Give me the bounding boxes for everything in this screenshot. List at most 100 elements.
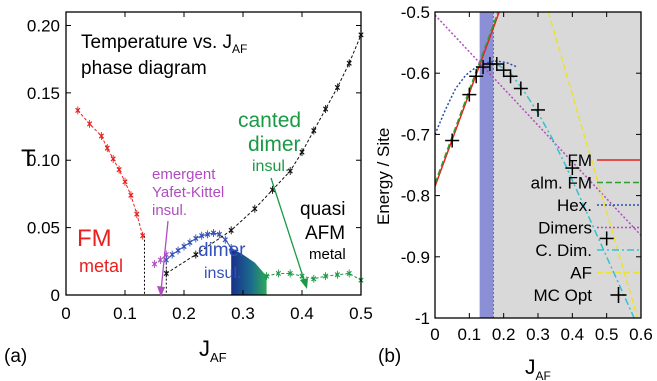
fm-point	[128, 191, 134, 200]
fm-series-line	[77, 110, 144, 236]
panel-b-x-tick-label: 0.5	[595, 325, 619, 344]
panel-b-x-tick-label: 0.4	[561, 325, 585, 344]
afm-label-3: metal	[309, 246, 346, 263]
yafet-label-2: Yafet-Kittel	[152, 184, 224, 201]
panel-a-y-tick-label: 0	[51, 286, 60, 305]
panel-b-x-tick-label: 0.6	[629, 325, 653, 344]
dimer-point	[181, 242, 187, 251]
fm-metal-label: metal	[79, 256, 123, 276]
legend-label: Hex.	[557, 196, 592, 215]
panel-a-y-axis-label: T	[21, 145, 36, 172]
afm-point	[163, 269, 169, 278]
afm-point	[252, 204, 258, 213]
legend-label: Dimers	[538, 219, 592, 238]
panel-a-phase-diagram: 0 0.1 0.2 0.3 0.4 0.5 0 0.05 0.10 0.15 0.20 Temper…	[4, 11, 373, 367]
mc-opt-point	[565, 161, 580, 176]
panel-a-frame	[65, 11, 362, 296]
afm-series-line	[166, 34, 362, 274]
legend-entry-hex: Hex.	[557, 196, 640, 215]
panel-b-y-tick-label: -1	[415, 309, 430, 328]
mc-opt-point	[462, 87, 477, 102]
panel-a-ticks: 0 0.1 0.2 0.3 0.4 0.5 0 0.05 0.10 0.15 0.20	[27, 12, 373, 323]
canted-point	[311, 274, 317, 283]
panel-b-energy: 0 0.1 0.2 0.3 0.4 0.5 0.6 -1 -0.9 -0.8 -0.7 -0.6 -0.…	[374, 3, 653, 381]
panel-b-y-tick-label: -0.5	[401, 3, 430, 22]
shaded-region	[493, 12, 641, 318]
panel-b-label: (b)	[378, 346, 401, 367]
mc-opt-point	[445, 133, 460, 148]
dimer-point	[222, 235, 228, 244]
panel-a-x-axis-label: JAF	[199, 336, 227, 365]
canted-series-line	[266, 272, 362, 281]
legend-entry-mc-opt: MC Opt	[533, 286, 627, 305]
afm-label-1: quasi	[300, 199, 345, 220]
yafet-point	[151, 260, 158, 269]
panel-b-y-tick-label: -0.8	[401, 187, 430, 206]
mc-opt-point	[503, 69, 518, 84]
mc-opt-point	[489, 57, 504, 72]
canted-label-3: insul.	[252, 158, 289, 175]
legend-entry-c-dim: C. Dim.	[535, 241, 640, 260]
fm-point	[75, 106, 81, 115]
panel-b-x-tick-label: 0.1	[458, 325, 482, 344]
yafet-label-3: insul.	[152, 202, 187, 219]
panel-a-x-tick-label: 0.4	[290, 304, 314, 323]
legend-label: FM	[567, 151, 592, 170]
afm-point	[311, 126, 317, 135]
fm-point	[86, 119, 93, 128]
mc-opt-point	[476, 60, 491, 75]
yafet-point	[157, 255, 164, 264]
dimer-point	[187, 238, 193, 247]
panel-b-x-axis-label: JAF	[525, 356, 551, 381]
mc-opt-point	[469, 69, 484, 84]
dimer-point	[199, 231, 205, 240]
afm-point	[287, 167, 293, 176]
panel-b-y-axis-label: Energy / Site	[374, 128, 393, 225]
panel-a-title-line1: Temperature vs. JAF	[81, 32, 247, 56]
legend-label: alm. FM	[531, 174, 592, 193]
panel-a-y-tick-label: 0.20	[27, 16, 60, 35]
legend-label: AF	[570, 264, 592, 283]
canted-point	[322, 272, 329, 281]
dimer-point	[204, 230, 211, 239]
mc-opt-point	[599, 231, 614, 246]
mc-opt-point	[496, 63, 511, 78]
legend-label: MC Opt	[533, 286, 592, 305]
panel-b-x-tick-label: 0	[430, 325, 439, 344]
legend-entry-af: AF	[570, 264, 640, 283]
panel-a-y-tick-label: 0.05	[27, 219, 60, 238]
canted-arrowhead	[300, 278, 308, 289]
panel-a-x-tick-label: 0.2	[172, 304, 196, 323]
dimer-point	[169, 250, 175, 259]
afm-point	[322, 105, 329, 114]
panel-b-y-tick-label: -0.6	[401, 64, 430, 83]
panel-b-legend: FM alm. FM Hex. Dimers C. Dim. AF MC Opt	[531, 151, 640, 305]
legend-entry-fm: FM	[567, 151, 640, 170]
panel-b-y-tick-label: -0.7	[401, 125, 430, 144]
panel-b-x-tick-label: 0.3	[526, 325, 550, 344]
panel-a-y-tick-label: 0.10	[27, 151, 60, 170]
dimer-label-2: insul.	[204, 265, 241, 282]
canted-point	[263, 272, 270, 281]
fm-point	[104, 144, 110, 153]
canted-point	[275, 269, 282, 278]
panel-a-x-tick-label: 0.3	[231, 304, 255, 323]
yafet-arrow	[160, 220, 169, 292]
panel-a-x-tick-label: 0.5	[349, 304, 373, 323]
c-dim-line	[496, 63, 635, 318]
panel-b-series	[435, 12, 641, 318]
dimer-gradient-area	[231, 247, 267, 295]
shaded-region	[479, 12, 494, 318]
panel-a-x-tick-label: 0	[61, 304, 70, 323]
afm-point	[193, 250, 199, 259]
fm-point	[110, 154, 116, 163]
legend-label: C. Dim.	[535, 241, 592, 260]
panel-b-shaded-regions	[479, 12, 641, 318]
afm-point	[334, 83, 341, 92]
canted-point	[334, 270, 341, 279]
fm-point	[116, 165, 122, 174]
dimer-point	[210, 229, 217, 238]
canted-label-2: dimer	[248, 133, 301, 156]
yafet-label-1: emergent	[152, 166, 216, 183]
